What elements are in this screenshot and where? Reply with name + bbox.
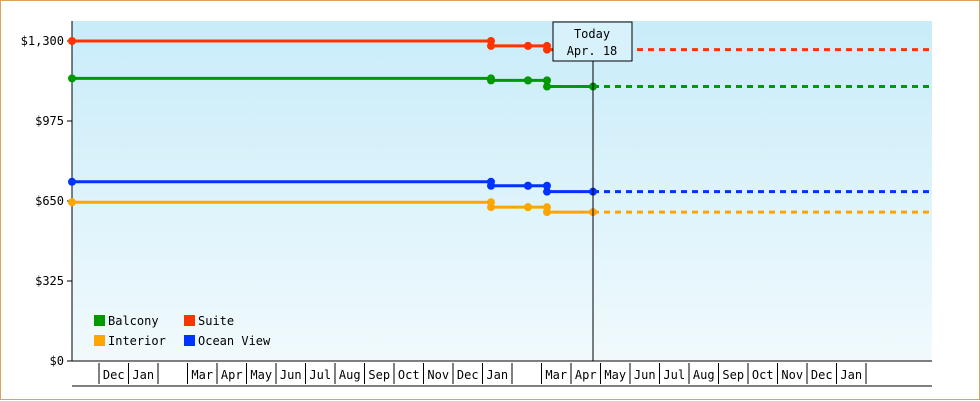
x-tick-label: Dec [811, 368, 833, 382]
legend-label: Suite [198, 314, 234, 328]
series-point [524, 181, 532, 190]
series-point [543, 187, 551, 196]
y-tick-label: $325 [35, 274, 64, 288]
series-point [524, 203, 532, 212]
series-point [543, 208, 551, 217]
x-tick-label: Sep [368, 368, 390, 382]
x-axis: Dec Jan Mar Apr May Jun Jul Aug Sep Oct Nov Dec Jan M… [72, 360, 932, 387]
series-point [487, 203, 495, 212]
series-point [68, 177, 76, 186]
series-interior [68, 198, 929, 217]
series-point [543, 82, 551, 91]
x-tick-label: Oct [752, 368, 774, 382]
x-tick-label: Jul [663, 368, 685, 382]
x-tick-label: Mar [191, 368, 213, 382]
x-tick-label: Nov [781, 368, 803, 382]
x-tick-label: Mar [545, 368, 567, 382]
x-tick-label: Aug [339, 368, 361, 382]
series-layer [68, 37, 929, 217]
series-point [524, 76, 532, 85]
x-tick-label: Jun [280, 368, 302, 382]
today-box [552, 21, 633, 62]
x-tick-label: Sep [722, 368, 744, 382]
y-axis: $0 $325 $650 $975 $1,300 [21, 21, 73, 368]
x-tick-label: Jan [840, 368, 862, 382]
series-point [543, 45, 551, 54]
x-tick-label: Apr [575, 368, 597, 382]
series-point [68, 198, 76, 207]
x-tick-label: Jun [634, 368, 656, 382]
series-point [487, 181, 495, 190]
series-ocean-view [68, 177, 929, 196]
legend-label: Interior [108, 334, 166, 348]
series-point [487, 41, 495, 50]
legend-label: Balcony [108, 314, 159, 328]
x-tick-label: Aug [693, 368, 715, 382]
legend-swatch [94, 315, 105, 326]
series-balcony [68, 74, 929, 91]
series-point [68, 74, 76, 83]
x-tick-label: Jan [486, 368, 508, 382]
today-date: Apr. 18 [567, 44, 618, 58]
x-tick-label: Apr [221, 368, 243, 382]
x-tick-label: Dec [103, 368, 125, 382]
x-tick-label: Nov [427, 368, 449, 382]
y-tick-label: $975 [35, 114, 64, 128]
legend-swatch [94, 335, 105, 346]
legend-swatch [184, 335, 195, 346]
x-tick-label: Jul [309, 368, 331, 382]
legend: Balcony Suite Interior Ocean View [94, 314, 271, 348]
legend-swatch [184, 315, 195, 326]
series-point [543, 76, 551, 85]
x-tick-label: Jan [132, 368, 154, 382]
y-tick-label: $650 [35, 194, 64, 208]
series-suite [68, 37, 929, 54]
series-point [487, 76, 495, 85]
y-tick-label: $0 [50, 354, 64, 368]
y-tick-label: $1,300 [21, 34, 64, 48]
series-point [543, 181, 551, 190]
x-tick-label: May [604, 368, 626, 382]
today-label: Today [574, 27, 610, 41]
today-marker: Today Apr. 18 [552, 21, 633, 361]
x-tick-label: Dec [457, 368, 479, 382]
x-tick-label: May [250, 368, 272, 382]
legend-label: Ocean View [198, 334, 271, 348]
series-point [524, 41, 532, 50]
x-tick-label: Oct [398, 368, 420, 382]
series-point [68, 37, 76, 45]
